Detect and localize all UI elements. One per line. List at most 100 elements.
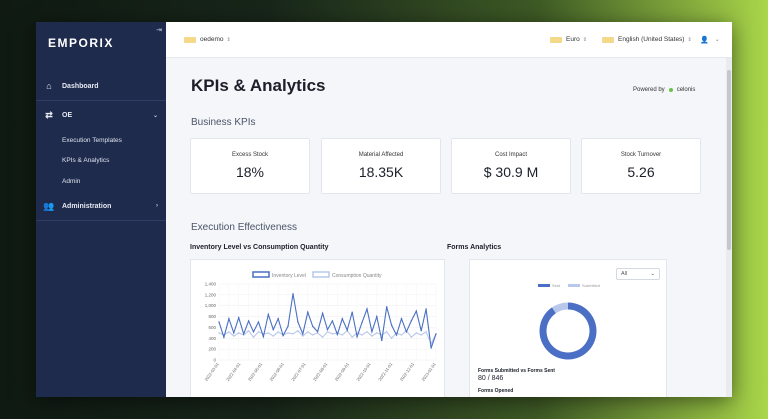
forms-donut-chart: Sent Submitted	[538, 283, 600, 360]
currency-selector[interactable]: Euro ⇕	[550, 36, 587, 43]
inventory-panel-title: Inventory Level vs Consumption Quantity	[190, 244, 329, 251]
sidebar-item-oe[interactable]: ⇄ OE ⌄	[36, 101, 166, 129]
data-point	[247, 329, 250, 332]
sidebar-subitem-kpis-analytics[interactable]: KPIs & Analytics	[62, 157, 110, 164]
data-point	[242, 333, 245, 335]
x-tick-label: 2022-11-01	[377, 361, 394, 382]
chevron-down-icon: ⌄	[714, 37, 720, 43]
forms-panel: All ⌄ Sent Submitted Forms Submitted vs F…	[469, 259, 667, 397]
kpi-value: 18.35K	[358, 164, 404, 180]
currency-flag-icon	[550, 36, 562, 43]
kpi-card-stock-turnover: Stock Turnover 5.26	[581, 138, 701, 194]
data-point	[326, 328, 329, 331]
forms-filter-value: All	[621, 271, 628, 277]
data-point	[415, 310, 417, 312]
data-point	[218, 321, 220, 323]
data-point	[366, 308, 368, 310]
data-point	[420, 329, 422, 332]
data-point	[410, 320, 413, 322]
y-tick-label: 600	[208, 325, 216, 330]
celonis-logo-icon	[668, 88, 673, 92]
y-tick-label: 0	[213, 358, 216, 363]
data-point	[233, 332, 235, 334]
scrollbar-thumb[interactable]	[727, 70, 731, 250]
sidebar-item-label: Dashboard	[62, 82, 99, 90]
user-menu[interactable]: 👤 ⌄	[700, 36, 720, 44]
legend-label: Inventory Level	[272, 273, 306, 279]
powered-by: Powered by celonis	[633, 87, 695, 93]
data-point	[361, 334, 363, 336]
data-point	[385, 331, 388, 333]
collapse-icon[interactable]: ⇥	[156, 27, 162, 34]
sidebar-item-administration[interactable]: 👥 Administration ›	[36, 192, 166, 220]
legend-item[interactable]: Consumption Quantity	[312, 271, 382, 279]
data-point	[326, 331, 329, 333]
sidebar: EMPORIX ⇥ ⌂ Dashboard ⇄ OE ⌄ Execution T…	[36, 22, 166, 397]
data-point	[425, 331, 427, 333]
data-point	[267, 313, 270, 316]
data-point	[371, 331, 373, 333]
data-point	[390, 337, 393, 339]
data-point	[267, 332, 270, 334]
data-point	[381, 339, 383, 342]
logo: EMPORIX	[48, 36, 114, 50]
data-point	[400, 334, 403, 336]
sidebar-item-label: Administration	[62, 202, 112, 210]
language-selector[interactable]: English (United States) ⇕	[602, 36, 692, 43]
legend-swatch	[252, 271, 270, 278]
kpi-card-cost-impact: Cost Impact $ 30.9 M	[451, 138, 571, 194]
powered-by-label: Powered by	[633, 87, 665, 93]
x-tick-label: 2022-07-01	[290, 361, 307, 382]
data-point	[262, 335, 265, 338]
data-point	[228, 318, 230, 320]
legend-swatch	[568, 284, 580, 287]
data-point	[376, 315, 378, 318]
kpi-label: Excess Stock	[231, 152, 268, 158]
data-point	[371, 335, 373, 337]
chevron-down-icon: ⌄	[152, 112, 158, 119]
data-point	[302, 335, 304, 337]
legend-item[interactable]: Submitted	[568, 283, 600, 288]
legend-item[interactable]: Inventory Level	[252, 271, 306, 279]
pie-slice-sent	[539, 302, 597, 360]
updown-icon: ⇕	[582, 36, 587, 43]
scrollbar[interactable]	[726, 58, 732, 397]
data-point	[435, 333, 437, 335]
x-tick-label: 2023-01-01	[420, 361, 437, 382]
legend-item[interactable]: Sent	[538, 283, 561, 288]
x-tick-label: 2022-04-01	[225, 361, 242, 382]
data-point	[351, 336, 353, 338]
data-point	[247, 320, 250, 322]
y-tick-label: 1,200	[205, 292, 217, 297]
data-point	[410, 336, 413, 338]
data-point	[346, 329, 348, 331]
sidebar-subitem-admin[interactable]: Admin	[62, 178, 81, 185]
sidebar-item-dashboard[interactable]: ⌂ Dashboard	[36, 72, 166, 100]
data-point	[376, 332, 378, 334]
data-point	[385, 306, 388, 308]
data-point	[351, 311, 353, 313]
kpi-value: 5.26	[627, 164, 655, 180]
forms-filter-select[interactable]: All ⌄	[616, 268, 660, 280]
data-point	[252, 336, 255, 338]
inventory-line-chart: Inventory Level Consumption Quantity 1,400…	[203, 271, 437, 382]
data-point	[307, 331, 309, 333]
data-point	[257, 331, 260, 333]
tenant-selector[interactable]: oedemo ⇕	[184, 36, 231, 43]
execution-effectiveness-title: Execution Effectiveness	[191, 222, 297, 233]
currency-value: Euro	[566, 36, 580, 43]
data-point	[430, 347, 432, 349]
tenant-flag-icon	[184, 36, 196, 43]
data-point	[341, 318, 343, 320]
data-point	[228, 331, 230, 333]
forms-submitted-value: 80 / 846	[478, 375, 504, 382]
data-point	[321, 312, 324, 315]
sidebar-subitem-execution-templates[interactable]: Execution Templates	[62, 137, 122, 144]
data-point	[282, 334, 284, 337]
x-tick-label: 2022-09-01	[334, 361, 351, 382]
data-point	[395, 334, 398, 336]
language-flag-icon	[602, 36, 614, 43]
data-point	[302, 333, 304, 335]
home-icon: ⌂	[46, 81, 52, 91]
business-kpis-title: Business KPIs	[191, 117, 256, 128]
